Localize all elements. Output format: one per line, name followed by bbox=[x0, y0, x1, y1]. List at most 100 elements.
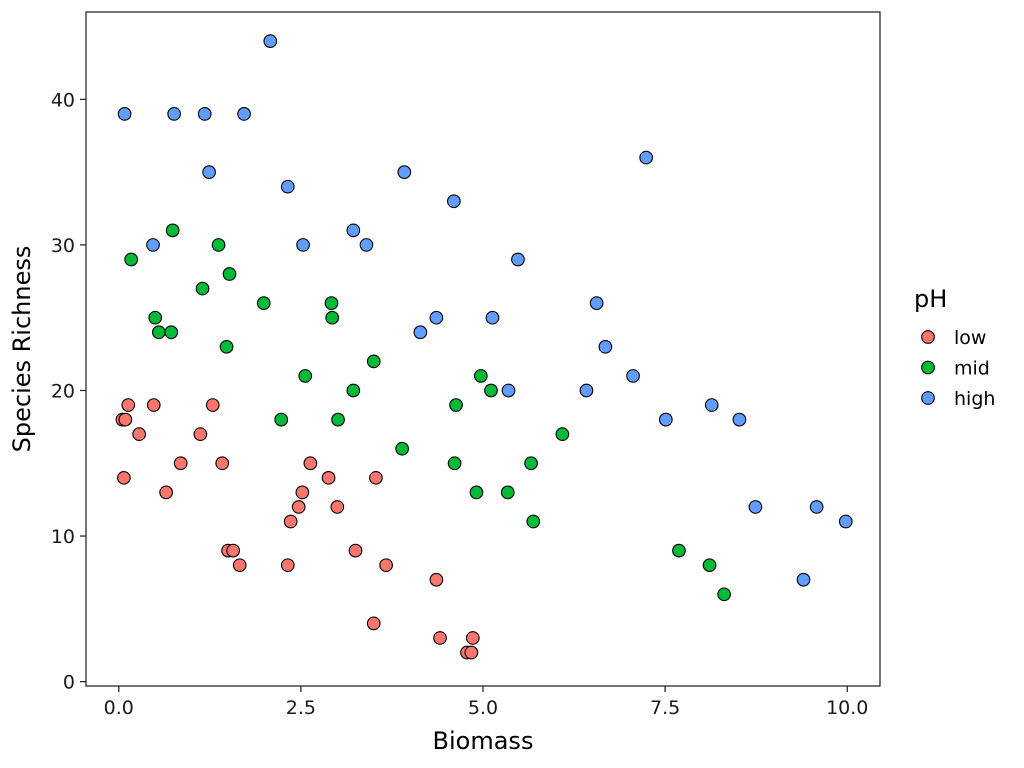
data-point-high bbox=[511, 252, 525, 267]
data-point-mid bbox=[526, 514, 541, 529]
data-point-mid bbox=[702, 558, 717, 573]
x-tick-label: 5.0 bbox=[468, 697, 498, 719]
data-point-low bbox=[205, 398, 220, 412]
data-point-low bbox=[330, 500, 345, 514]
data-point-mid bbox=[165, 223, 180, 238]
data-point-mid bbox=[524, 456, 538, 471]
legend-key-high bbox=[921, 391, 935, 405]
data-point-high bbox=[626, 369, 640, 383]
data-point-low bbox=[295, 485, 310, 500]
data-point-high bbox=[167, 107, 181, 121]
data-point-low bbox=[193, 427, 208, 442]
data-point-mid bbox=[469, 485, 484, 500]
data-point-high bbox=[197, 107, 212, 121]
x-tick-label: 7.5 bbox=[650, 697, 680, 719]
data-point-low bbox=[433, 631, 447, 645]
data-point-mid bbox=[148, 310, 163, 325]
data-point-low bbox=[465, 631, 480, 645]
y-tick-label: 10 bbox=[51, 526, 75, 548]
data-point-high bbox=[429, 310, 444, 325]
data-point-mid bbox=[555, 427, 570, 442]
x-tick-label: 0.0 bbox=[104, 697, 134, 719]
y-tick-label: 40 bbox=[51, 89, 75, 111]
data-point-high bbox=[146, 238, 160, 252]
data-point-mid bbox=[672, 543, 686, 558]
y-tick-label: 0 bbox=[63, 672, 75, 694]
data-point-high bbox=[346, 223, 361, 238]
data-point-high bbox=[589, 296, 604, 310]
data-point-high bbox=[639, 150, 654, 165]
data-point-low bbox=[283, 514, 298, 529]
data-point-high bbox=[280, 179, 295, 194]
data-point-low bbox=[321, 470, 336, 485]
data-point-high bbox=[359, 238, 374, 252]
y-tick-label: 30 bbox=[51, 235, 75, 257]
data-point-mid bbox=[195, 281, 210, 296]
data-point-high bbox=[485, 310, 500, 325]
data-point-mid bbox=[395, 441, 409, 456]
data-point-mid bbox=[366, 354, 381, 369]
data-point-mid bbox=[500, 485, 515, 500]
legend: pH low mid high bbox=[914, 285, 995, 410]
legend-label-mid: mid bbox=[954, 358, 990, 380]
series-low bbox=[115, 398, 480, 660]
data-point-low bbox=[118, 412, 133, 427]
data-point-mid bbox=[124, 252, 139, 267]
legend-label-high: high bbox=[954, 388, 995, 410]
data-point-low bbox=[464, 645, 479, 660]
data-point-low bbox=[232, 558, 247, 573]
data-point-low bbox=[121, 398, 136, 412]
data-point-high bbox=[796, 572, 811, 587]
data-point-high bbox=[598, 339, 613, 354]
x-axis-title: Biomass bbox=[433, 727, 534, 755]
data-point-high bbox=[732, 412, 747, 427]
data-point-high bbox=[296, 238, 310, 252]
data-point-high bbox=[397, 165, 412, 179]
data-point-low bbox=[429, 572, 444, 587]
axes: 0.0 2.5 5.0 7.5 10.0 0 10 20 30 40 bbox=[51, 89, 869, 719]
series-high bbox=[117, 34, 853, 587]
data-point-high bbox=[501, 383, 516, 398]
data-point-low bbox=[173, 456, 188, 471]
data-points bbox=[115, 34, 853, 660]
legend-label-low: low bbox=[954, 327, 986, 349]
data-point-mid bbox=[325, 310, 340, 325]
data-point-mid bbox=[164, 325, 179, 340]
data-point-high bbox=[237, 107, 251, 121]
data-point-mid bbox=[219, 339, 234, 354]
data-point-low bbox=[366, 616, 381, 631]
data-point-mid bbox=[274, 412, 289, 427]
data-point-high bbox=[809, 500, 824, 514]
data-point-low bbox=[291, 500, 306, 514]
y-axis-title: Species Richness bbox=[8, 246, 36, 453]
data-point-low bbox=[280, 558, 295, 573]
data-point-mid bbox=[298, 369, 313, 383]
data-point-mid bbox=[484, 383, 498, 398]
data-point-high bbox=[447, 194, 461, 209]
x-tick-label: 2.5 bbox=[286, 697, 316, 719]
data-point-mid bbox=[331, 412, 345, 427]
data-point-mid bbox=[211, 238, 226, 252]
data-point-mid bbox=[151, 325, 166, 340]
data-point-mid bbox=[473, 369, 488, 383]
data-point-mid bbox=[222, 267, 237, 281]
data-point-mid bbox=[256, 296, 271, 310]
plot-panel-border bbox=[85, 11, 881, 687]
data-point-low bbox=[159, 485, 173, 500]
x-tick-label: 10.0 bbox=[826, 697, 868, 719]
data-point-mid bbox=[324, 296, 339, 310]
data-point-low bbox=[132, 427, 147, 442]
legend-key-mid bbox=[921, 360, 935, 375]
data-point-high bbox=[202, 165, 216, 179]
data-point-high bbox=[748, 500, 763, 514]
data-point-high bbox=[579, 383, 594, 398]
data-point-low bbox=[146, 398, 161, 412]
data-point-low bbox=[215, 456, 230, 471]
data-point-low bbox=[117, 470, 131, 485]
data-point-high bbox=[117, 107, 132, 121]
data-point-high bbox=[838, 514, 853, 529]
data-point-high bbox=[704, 398, 719, 412]
data-point-high bbox=[658, 412, 673, 427]
